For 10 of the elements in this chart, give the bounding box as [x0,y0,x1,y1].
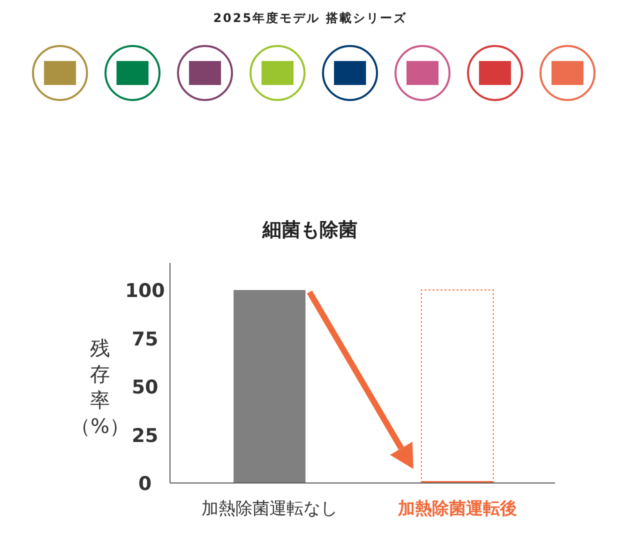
y-tick-label: 25 [132,424,158,447]
y-tick-label: 100 [125,280,165,302]
y-tick-label: 75 [132,328,158,350]
x-tick-label: 加熱除菌運転後 [396,499,517,519]
y-tick-label: 50 [132,376,158,399]
y-axis-title: 残存率（%） [70,336,130,438]
chart-title: 細菌も除菌 [262,219,358,241]
x-tick-label: 加熱除菌運転なし [202,499,338,519]
text: 2025年度モデル 搭載シリーズ [213,11,407,25]
y-tick-label: 0 [138,473,152,495]
